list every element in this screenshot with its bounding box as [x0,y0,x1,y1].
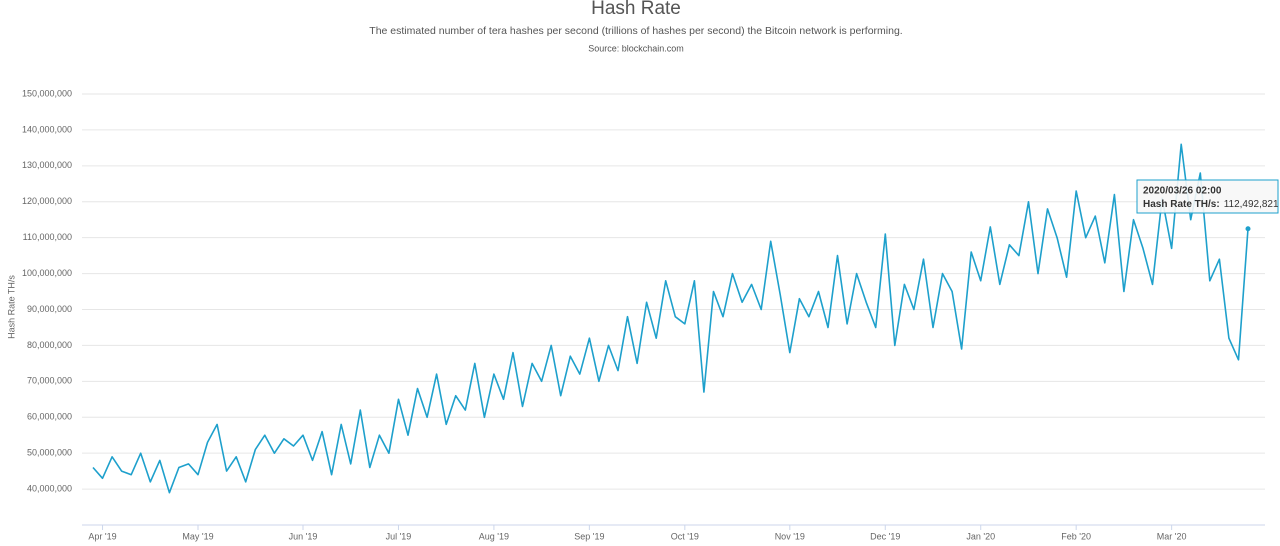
x-tick-label: Jun '19 [289,531,318,541]
data-line [92,143,1249,494]
chart-title: Hash Rate [591,0,681,19]
y-axis-label: Hash Rate TH/s [6,275,16,339]
y-tick-label: 40,000,000 [27,483,72,493]
y-tick-label: 60,000,000 [27,412,72,422]
x-tick-label: Aug '19 [479,531,509,541]
x-tick-label: Jan '20 [966,531,995,541]
tooltip-value: 112,492,821 [1224,199,1279,210]
y-tick-label: 50,000,000 [27,448,72,458]
tooltip-line: Hash Rate TH/s: 112,492,821 [1143,199,1279,210]
chart-subtitle: The estimated number of tera hashes per … [369,25,902,37]
y-tick-label: 90,000,000 [27,304,72,314]
y-tick-label: 70,000,000 [27,376,72,386]
x-tick-label: Dec '19 [870,531,900,541]
y-tick-label: 120,000,000 [22,196,72,206]
x-tick-label: Sep '19 [574,531,604,541]
y-tick-label: 150,000,000 [22,88,72,98]
tooltip-date: 2020/03/26 02:00 [1143,186,1222,197]
tooltip-marker [1245,226,1251,232]
x-tick-label: May '19 [182,531,213,541]
x-tick-label: Nov '19 [775,531,805,541]
y-tick-label: 80,000,000 [27,340,72,350]
y-tick-label: 130,000,000 [22,160,72,170]
x-tick-label: Feb '20 [1061,531,1091,541]
y-tick-label: 110,000,000 [23,232,72,242]
chart-source: Source: blockchain.com [588,43,684,53]
x-tick-label: Apr '19 [88,531,116,541]
x-tick-label: Mar '20 [1157,531,1187,541]
tooltip-box [1136,179,1279,214]
y-tick-label: 100,000,000 [22,268,72,278]
y-tick-label: 140,000,000 [22,124,72,134]
x-tick-label: Jul '19 [386,531,412,541]
tooltip: 2020/03/26 02:00 Hash Rate TH/s: 112,492,8… [1136,179,1279,214]
tooltip-label: Hash Rate TH/s: [1143,199,1220,210]
x-tick-label: Oct '19 [671,531,699,541]
